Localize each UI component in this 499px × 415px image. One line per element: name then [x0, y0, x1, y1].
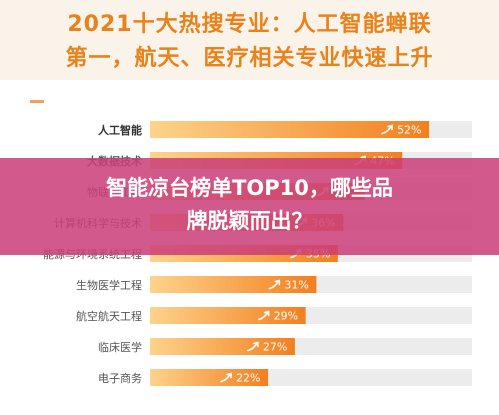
title-line-2: 第一，航天、医疗相关专业快速上升 [65, 46, 434, 71]
headline-line-2[interactable]: 牌脱颖而出？ [186, 209, 313, 233]
category-label: 人工智能 [98, 123, 142, 137]
value-label: 22% [236, 372, 260, 385]
value-label: 31% [284, 279, 308, 292]
headline-overlay[interactable]: 智能凉台榜单TOP10，哪些品 牌脱颖而出？ [0, 158, 499, 255]
trend-arrow-icon [381, 124, 393, 135]
value-bar [150, 369, 269, 386]
headline-text[interactable]: 智能凉台榜单TOP10，哪些品 牌脱颖而出？ [0, 172, 499, 238]
accent-divider [30, 100, 44, 103]
category-label: 航空航天工程 [76, 309, 142, 323]
value-label: 27% [263, 341, 287, 354]
value-label: 52% [397, 124, 421, 137]
value-bar [150, 276, 317, 293]
value-bar [150, 121, 430, 138]
header-banner: 2021十大热搜专业：人工智能蝉联 第一，航天、医疗相关专业快速上升 [0, 0, 499, 80]
category-label: 临床医学 [98, 340, 142, 354]
title-line-1: 2021十大热搜专业：人工智能蝉联 [67, 12, 432, 37]
trend-arrow-icon [247, 341, 259, 352]
headline-line-1[interactable]: 智能凉台榜单TOP10，哪些品 [106, 176, 393, 200]
trend-arrow-icon [257, 310, 270, 321]
trend-arrow-icon [268, 279, 281, 290]
category-label: 生物医学工程 [76, 278, 142, 292]
trend-arrow-icon [220, 372, 232, 383]
value-label: 29% [274, 310, 298, 323]
category-label: 电子商务 [98, 371, 142, 385]
